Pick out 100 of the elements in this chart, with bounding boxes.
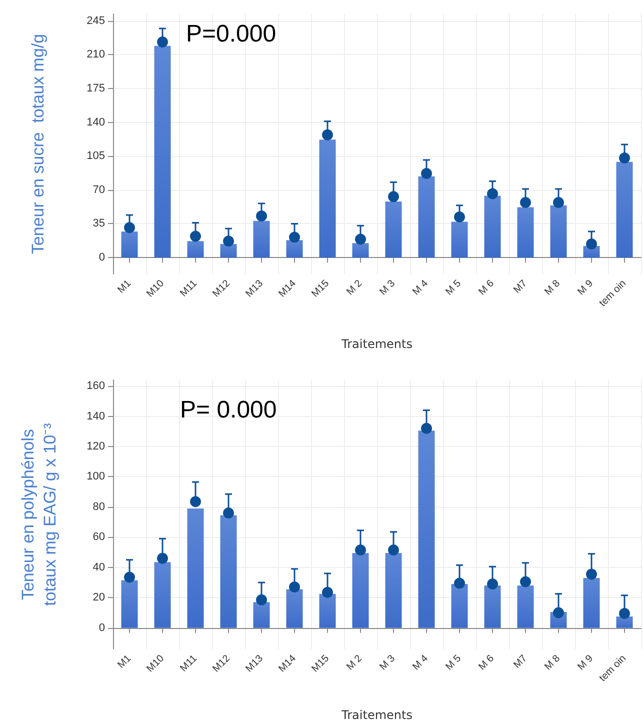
point [421,168,432,179]
point [223,507,234,518]
y-tick-label: 120 [86,440,105,452]
point [553,196,564,208]
bar [484,196,501,258]
bar [121,580,138,628]
bar [550,205,567,258]
bar [154,562,171,628]
x-tick-label: M 8 [542,652,563,673]
point [157,552,168,564]
bar [286,589,303,628]
point [388,191,399,202]
point [256,594,267,606]
annotation: P=0.000 [186,20,276,48]
x-tick-label: M 5 [444,278,464,298]
y-tick-label: 20 [92,592,105,604]
bar [253,602,270,628]
bar [385,553,402,628]
y-tick-label: 100 [86,470,105,483]
x-tick-label: M 2 [344,652,365,673]
bar [319,594,336,628]
x-tick-label: M1 [116,278,134,296]
bar [121,231,138,258]
point [487,188,498,200]
x-tick-label: M 8 [542,278,563,298]
y-tick-label: 245 [86,14,105,27]
point [553,607,564,618]
point [355,544,366,556]
bar [187,241,204,258]
x-tick-label: M7 [512,652,530,671]
x-tick-label: M14 [276,652,299,675]
y-tick-label: 40 [92,561,105,574]
y-tick-label: 160 [86,380,105,392]
point [124,222,135,234]
x-tick-label: M 4 [410,652,431,673]
point [322,129,333,140]
x-tick-label: M11 [178,278,200,300]
x-axis-title: Traitements [340,337,412,351]
x-tick-label: tem oin [597,278,628,310]
bar [352,243,369,258]
bar [616,162,633,258]
y-tick-label: 140 [86,116,105,128]
x-tick-label: M12 [210,278,233,300]
x-tick-label: M13 [244,652,266,675]
point [157,36,168,48]
bar [517,586,534,628]
y-tick-label: 0 [98,622,105,634]
bar [451,584,468,628]
x-tick-label: M 3 [378,652,398,673]
point [454,578,465,589]
point [322,586,333,598]
x-tick-label: M7 [512,278,530,296]
bar [154,46,171,258]
annotation: P= 0.000 [180,396,277,424]
point [619,152,630,164]
point [520,196,531,208]
point [190,496,201,508]
point [289,232,300,243]
bar [220,515,237,628]
x-tick-label: M14 [276,278,299,300]
bar [616,616,633,628]
point [586,238,597,250]
bar [319,140,336,258]
x-tick-label: M1 [116,652,134,671]
bar [451,222,468,258]
point [619,608,630,619]
x-tick-label: M 6 [476,652,497,673]
x-tick-label: M13 [244,278,266,300]
bar [418,176,435,258]
y-tick-label: 35 [92,218,105,230]
x-tick-label: M10 [144,652,167,675]
bar [418,430,435,628]
y-axis-title: Teneur en sucre totaux mg/g [28,34,48,254]
y-tick-label: 210 [86,48,105,61]
point [586,568,597,580]
y-tick-label: 0 [98,252,105,264]
x-tick-label: M11 [178,652,200,674]
y-tick-label: 105 [86,150,105,162]
x-tick-label: M 3 [378,278,398,298]
point [190,230,201,242]
x-tick-label: M10 [144,278,167,300]
point [421,422,432,434]
y-tick-label: 70 [92,184,105,196]
x-axis-title: Traitements [340,708,412,722]
x-tick-label: M 5 [444,652,464,673]
y-tick-label: 140 [86,410,105,422]
y-tick-label: 175 [86,82,105,94]
point [223,236,234,247]
bar [220,244,237,258]
y-axis-title: Teneur en polyphénols totaux mg EAG/ g x 10⁻³ [18,422,60,606]
y-tick-label: 60 [92,531,105,544]
x-tick-label: M 4 [410,278,431,298]
bar [253,220,270,258]
x-tick-label: M 9 [576,652,596,673]
bar [352,553,369,628]
point [289,582,300,593]
bar [517,207,534,258]
x-tick-label: M 9 [576,278,596,298]
x-tick-label: tem oin [597,653,628,684]
point [388,544,399,556]
